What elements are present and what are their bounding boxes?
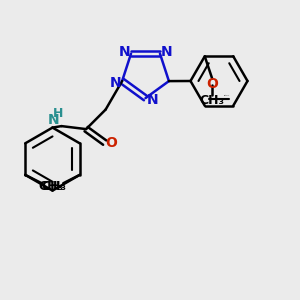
Text: methoxy: methoxy	[224, 95, 230, 96]
Text: CH₃: CH₃	[39, 180, 64, 193]
Text: CH₃: CH₃	[41, 180, 66, 193]
Text: N: N	[118, 45, 130, 59]
Text: CH₃: CH₃	[200, 94, 225, 107]
Text: N: N	[110, 76, 121, 90]
Text: N: N	[47, 112, 59, 127]
Text: H: H	[53, 107, 64, 120]
Text: N: N	[161, 45, 172, 59]
Text: N: N	[147, 93, 159, 106]
Text: O: O	[206, 77, 218, 91]
Text: O: O	[105, 136, 117, 150]
